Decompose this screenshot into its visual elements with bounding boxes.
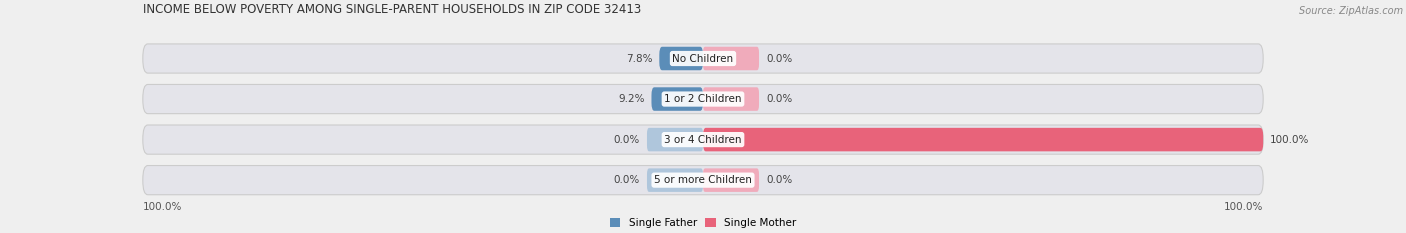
Text: 3 or 4 Children: 3 or 4 Children: [664, 135, 742, 145]
Text: 5 or more Children: 5 or more Children: [654, 175, 752, 185]
FancyBboxPatch shape: [143, 165, 1263, 195]
Legend: Single Father, Single Mother: Single Father, Single Mother: [606, 214, 800, 233]
Text: 100.0%: 100.0%: [1270, 135, 1309, 145]
FancyBboxPatch shape: [703, 128, 1263, 151]
Text: 9.2%: 9.2%: [619, 94, 644, 104]
FancyBboxPatch shape: [703, 168, 759, 192]
FancyBboxPatch shape: [143, 125, 1263, 154]
FancyBboxPatch shape: [143, 44, 1263, 73]
Text: 0.0%: 0.0%: [614, 135, 640, 145]
FancyBboxPatch shape: [143, 84, 1263, 114]
Text: 100.0%: 100.0%: [1223, 202, 1263, 212]
FancyBboxPatch shape: [703, 47, 759, 70]
Text: 0.0%: 0.0%: [766, 175, 792, 185]
FancyBboxPatch shape: [647, 128, 703, 151]
Text: 1 or 2 Children: 1 or 2 Children: [664, 94, 742, 104]
FancyBboxPatch shape: [647, 168, 703, 192]
Text: 0.0%: 0.0%: [766, 54, 792, 64]
Text: 7.8%: 7.8%: [626, 54, 652, 64]
Text: Source: ZipAtlas.com: Source: ZipAtlas.com: [1299, 6, 1403, 16]
Text: 0.0%: 0.0%: [766, 94, 792, 104]
Text: No Children: No Children: [672, 54, 734, 64]
Text: INCOME BELOW POVERTY AMONG SINGLE-PARENT HOUSEHOLDS IN ZIP CODE 32413: INCOME BELOW POVERTY AMONG SINGLE-PARENT…: [143, 3, 641, 16]
Text: 100.0%: 100.0%: [143, 202, 183, 212]
Text: 0.0%: 0.0%: [614, 175, 640, 185]
FancyBboxPatch shape: [659, 47, 703, 70]
FancyBboxPatch shape: [651, 87, 703, 111]
FancyBboxPatch shape: [703, 87, 759, 111]
